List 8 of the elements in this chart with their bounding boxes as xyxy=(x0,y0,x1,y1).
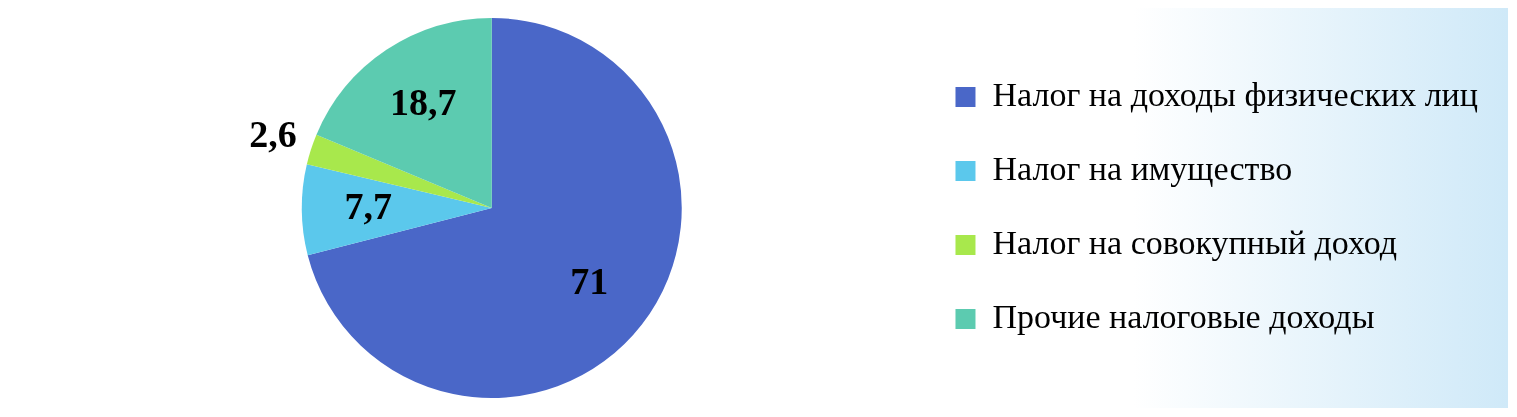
legend-label: Налог на доходы физических лиц xyxy=(992,75,1478,113)
data-label: 71 xyxy=(570,259,609,302)
legend-label: Налог на имущество xyxy=(992,149,1293,187)
legend-label: Налог на совокупный доход xyxy=(992,223,1397,261)
data-label: 18,7 xyxy=(390,81,457,124)
data-label: 2,6 xyxy=(249,112,297,155)
data-label: 7,7 xyxy=(344,184,392,227)
legend-label: Прочие налоговые доходы xyxy=(992,297,1375,335)
